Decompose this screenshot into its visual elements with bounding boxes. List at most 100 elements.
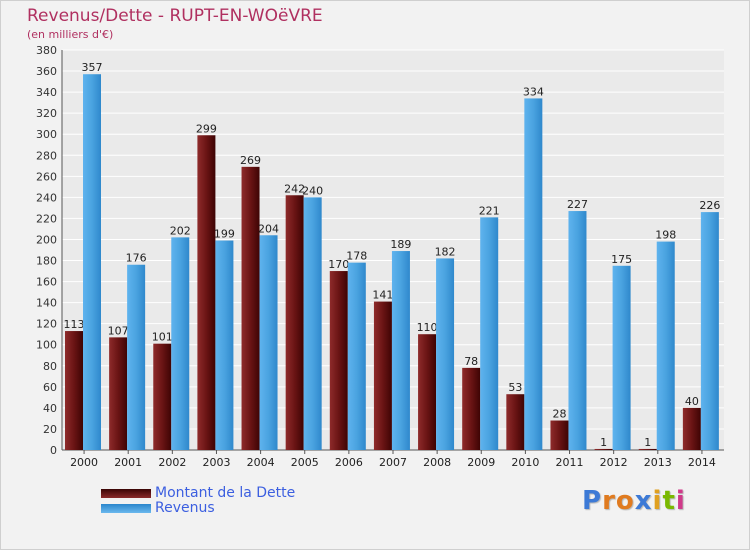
- data-label-dette: 40: [685, 395, 699, 408]
- bar-dette: [241, 166, 260, 450]
- x-tick-label: 2013: [644, 456, 672, 469]
- bar-dette: [65, 331, 83, 450]
- bar-revenus: [480, 217, 499, 450]
- data-label-revenus: 357: [82, 61, 103, 74]
- chart-subtitle: (en milliers d'€): [27, 28, 114, 41]
- y-tick-label: 260: [36, 170, 57, 183]
- legend-label-revenus: Revenus: [155, 500, 215, 516]
- y-tick-label: 160: [36, 276, 57, 289]
- data-label-revenus: 178: [346, 250, 367, 263]
- x-tick-label: 2002: [158, 456, 186, 469]
- y-tick-label: 40: [43, 402, 57, 415]
- x-tick-label: 2008: [423, 456, 451, 469]
- data-label-revenus: 189: [390, 238, 411, 251]
- bar-dette: [506, 394, 525, 450]
- bar-revenus: [83, 74, 101, 451]
- bar-revenus: [347, 262, 366, 450]
- x-tick-label: 2006: [335, 456, 363, 469]
- data-label-revenus: 226: [699, 199, 720, 212]
- data-label-revenus: 204: [258, 222, 279, 235]
- x-tick-label: 2011: [556, 456, 584, 469]
- x-tick-label: 2012: [600, 456, 628, 469]
- y-tick-label: 200: [36, 233, 57, 246]
- y-tick-label: 380: [36, 44, 57, 57]
- x-tick-label: 2000: [70, 456, 98, 469]
- data-label-dette: 141: [372, 289, 393, 302]
- y-tick-label: 100: [36, 339, 57, 352]
- data-label-revenus: 202: [170, 224, 191, 237]
- bar-dette: [418, 334, 437, 450]
- data-label-dette: 1: [600, 436, 607, 449]
- x-tick-label: 2009: [467, 456, 495, 469]
- data-label-dette: 113: [64, 318, 85, 331]
- data-label-dette: 110: [417, 321, 438, 334]
- bar-revenus: [612, 265, 631, 450]
- x-tick-label: 2014: [688, 456, 716, 469]
- bar-revenus: [391, 251, 410, 450]
- data-label-revenus: 221: [479, 204, 500, 217]
- x-tick-label: 2007: [379, 456, 407, 469]
- data-label-revenus: 227: [567, 198, 588, 211]
- x-tick-label: 2010: [511, 456, 539, 469]
- data-label-revenus: 176: [126, 252, 147, 265]
- y-tick-label: 0: [50, 444, 57, 457]
- legend-swatch-dette: [101, 489, 151, 498]
- y-tick-label: 140: [36, 297, 57, 310]
- bar-revenus: [127, 264, 146, 450]
- x-tick-label: 2003: [202, 456, 230, 469]
- bar-revenus: [436, 258, 455, 450]
- bar-dette: [594, 448, 613, 450]
- proxiti-logo: Proxiti: [582, 486, 686, 516]
- y-tick-label: 280: [36, 149, 57, 162]
- data-label-dette: 28: [552, 408, 566, 421]
- bar-revenus: [656, 241, 675, 450]
- data-label-dette: 170: [328, 258, 349, 271]
- y-tick-label: 320: [36, 107, 57, 120]
- bar-revenus: [524, 98, 543, 450]
- data-label-revenus: 198: [655, 229, 676, 242]
- data-label-revenus: 199: [214, 228, 235, 241]
- bar-revenus: [568, 211, 587, 450]
- x-tick-label: 2005: [291, 456, 319, 469]
- data-label-dette: 53: [508, 381, 522, 394]
- data-label-revenus: 175: [611, 253, 632, 266]
- bar-revenus: [171, 237, 190, 450]
- data-label-revenus: 240: [302, 184, 323, 197]
- data-label-dette: 1: [644, 436, 651, 449]
- data-label-dette: 269: [240, 154, 261, 167]
- y-tick-label: 180: [36, 255, 57, 268]
- bar-dette: [197, 135, 216, 450]
- bar-revenus: [215, 240, 234, 450]
- bar-dette: [682, 407, 701, 450]
- bar-dette: [285, 195, 304, 450]
- bar-revenus: [700, 212, 719, 450]
- y-tick-label: 300: [36, 128, 57, 141]
- bar-revenus: [259, 235, 278, 450]
- y-tick-label: 220: [36, 212, 57, 225]
- data-label-revenus: 334: [523, 85, 544, 98]
- data-label-dette: 101: [152, 331, 173, 344]
- legend-label-dette: Montant de la Dette: [155, 485, 296, 501]
- y-tick-label: 60: [43, 381, 57, 394]
- bar-revenus: [303, 197, 322, 450]
- data-label-revenus: 182: [435, 245, 456, 258]
- x-tick-label: 2004: [247, 456, 275, 469]
- data-label-dette: 299: [196, 122, 217, 135]
- y-tick-label: 360: [36, 65, 57, 78]
- y-tick-label: 80: [43, 360, 57, 373]
- data-label-dette: 242: [284, 182, 305, 195]
- bar-dette: [153, 343, 172, 450]
- y-tick-label: 120: [36, 318, 57, 331]
- bar-dette: [373, 301, 392, 450]
- x-tick-label: 2001: [114, 456, 142, 469]
- data-label-dette: 78: [464, 355, 478, 368]
- bar-dette: [638, 448, 657, 450]
- bar-dette: [550, 420, 569, 450]
- data-label-dette: 107: [108, 324, 129, 337]
- y-tick-label: 240: [36, 191, 57, 204]
- bar-dette: [462, 367, 481, 450]
- chart-title: Revenus/Dette - RUPT-EN-WOëVRE: [27, 6, 323, 26]
- legend-swatch-revenus: [101, 504, 151, 513]
- bar-dette: [109, 337, 128, 450]
